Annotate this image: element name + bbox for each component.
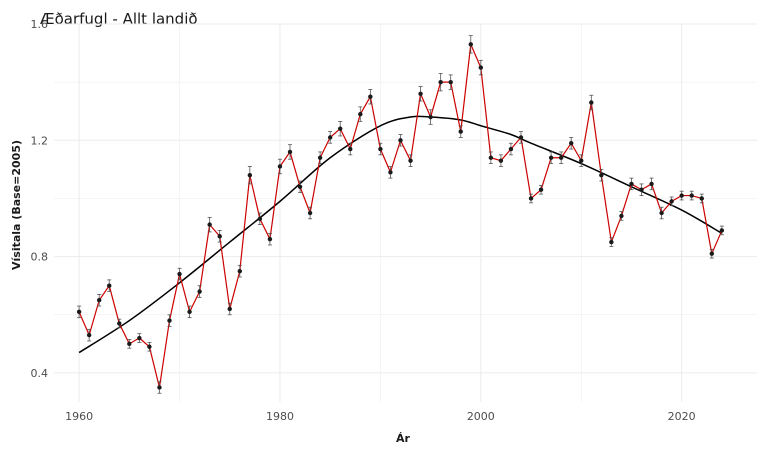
data-point: [609, 239, 614, 245]
y-tick-label: 0.4: [31, 367, 49, 380]
data-point: [599, 173, 604, 178]
x-tick-label: 2000: [467, 410, 495, 423]
data-point: [709, 251, 715, 256]
data-point: [327, 135, 333, 140]
observed-layer: [76, 35, 725, 394]
data-point: [398, 138, 403, 143]
data-point: [147, 344, 152, 349]
data-point: [76, 309, 82, 315]
data-point: [107, 283, 112, 288]
y-tick-label: 0.8: [31, 251, 49, 264]
x-tick-label: 1980: [266, 410, 294, 423]
data-point: [277, 164, 283, 169]
data-point: [177, 271, 182, 277]
data-point: [498, 158, 504, 163]
chart-title: Æðarfugl - Allt landið: [40, 10, 198, 28]
data-point: [157, 385, 162, 390]
data-point: [679, 193, 684, 198]
data-point: [287, 149, 293, 155]
data-point: [438, 79, 443, 85]
data-point: [378, 146, 383, 152]
data-point: [428, 114, 433, 120]
trend-layer: [78, 115, 723, 354]
data-point: [317, 155, 323, 160]
data-point: [548, 155, 554, 160]
data-point: [528, 196, 534, 201]
trend-line: [78, 115, 723, 354]
data-point: [257, 216, 263, 222]
data-point: [619, 213, 624, 219]
data-point: [418, 91, 423, 96]
data-point: [408, 158, 413, 163]
data-point: [358, 111, 363, 117]
grid: [54, 23, 757, 402]
data-point: [247, 173, 253, 178]
data-point: [86, 332, 92, 338]
data-point: [307, 210, 313, 216]
data-point: [699, 196, 704, 201]
y-tick-label: 1.2: [31, 134, 49, 147]
data-point: [338, 126, 343, 131]
data-point: [197, 289, 202, 294]
data-point: [388, 170, 393, 175]
data-point: [649, 181, 654, 187]
data-point: [569, 141, 574, 146]
data-point: [167, 318, 172, 323]
data-point: [227, 306, 232, 312]
y-axis: 0.4 0.8 1.2 1.6: [31, 18, 49, 380]
data-point: [137, 335, 142, 341]
data-point: [267, 236, 273, 242]
x-axis-title: Ár: [396, 432, 411, 445]
data-point: [639, 187, 644, 192]
x-tick-label: 1960: [65, 410, 93, 423]
data-point: [297, 184, 303, 190]
data-point: [127, 341, 132, 347]
data-point: [659, 210, 664, 216]
data-point: [117, 321, 122, 326]
data-point: [669, 199, 674, 204]
data-point: [719, 228, 725, 233]
x-axis: 1960 1980 2000 2020: [65, 410, 696, 423]
data-point: [448, 79, 453, 85]
x-tick-label: 2020: [668, 410, 696, 423]
data-point: [217, 234, 222, 239]
data-point: [518, 135, 524, 140]
data-point: [207, 222, 212, 227]
data-point: [508, 146, 514, 152]
data-point: [96, 298, 102, 303]
data-point: [478, 65, 484, 70]
y-axis-title: Vísitala (Base=2005): [10, 140, 23, 270]
observed-line: [78, 42, 723, 388]
data-point: [237, 268, 242, 274]
data-point: [629, 181, 634, 187]
y-tick-label: 1.6: [31, 18, 49, 31]
data-point: [458, 129, 463, 134]
data-point: [488, 155, 494, 160]
data-point: [348, 146, 353, 152]
data-point: [187, 309, 192, 315]
data-point: [538, 187, 544, 192]
data-point: [468, 42, 473, 47]
data-point: [589, 100, 594, 105]
data-point: [579, 158, 584, 163]
data-point: [368, 94, 373, 99]
data-point: [689, 193, 694, 198]
data-point: [558, 155, 564, 160]
